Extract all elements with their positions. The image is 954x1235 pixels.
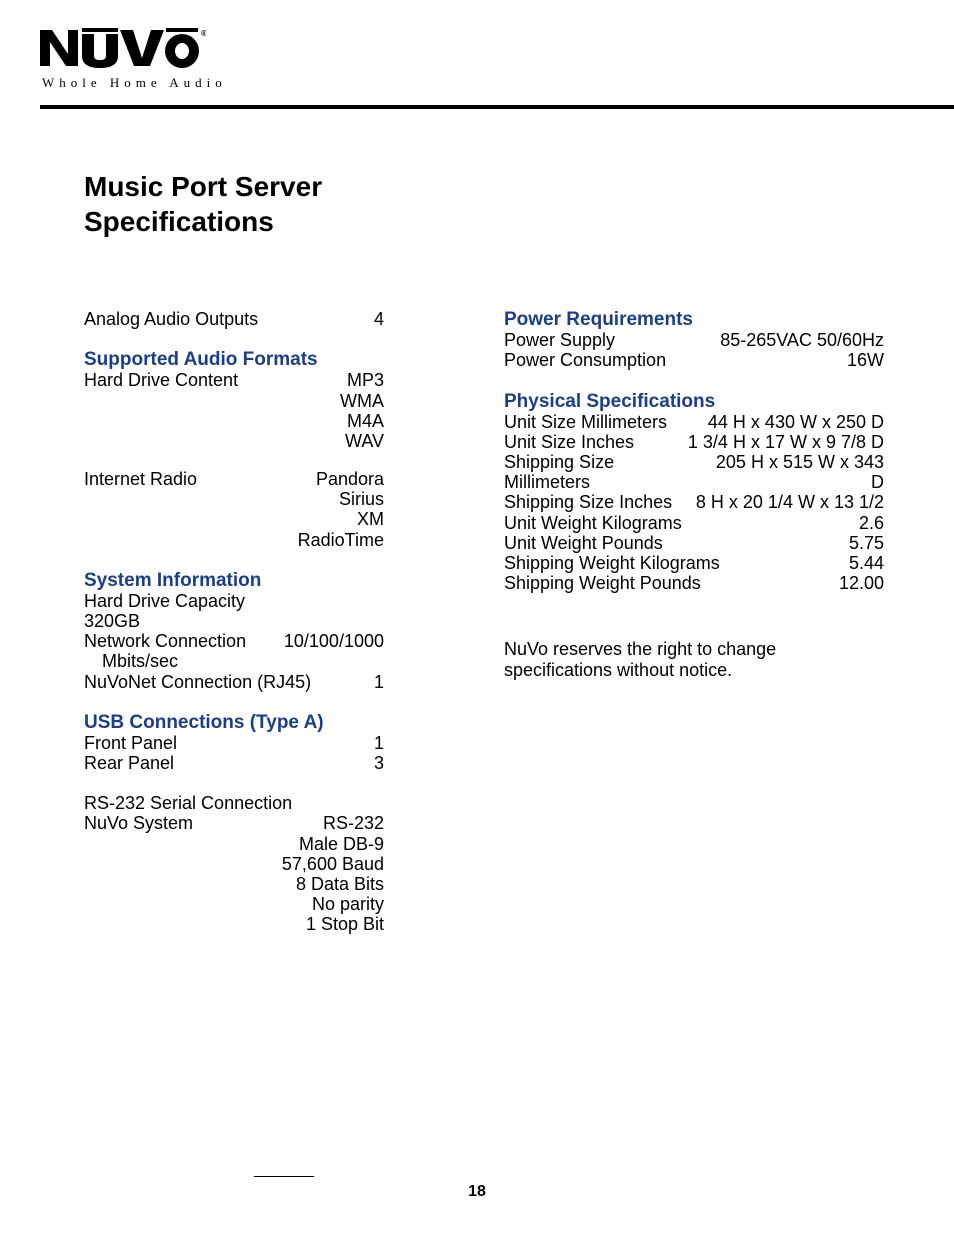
header-divider [40, 105, 954, 109]
rs232-top-label: RS-232 Serial Connection [84, 793, 384, 813]
nuvonet-value: 1 [374, 672, 384, 692]
phys-1-value: 1 3/4 H x 17 W x 9 7/8 D [688, 432, 884, 452]
spec-analog: Analog Audio Outputs 4 [84, 309, 384, 329]
hd-cap-label: Hard Drive Capacity [84, 591, 384, 611]
spec-rs232: RS-232 Serial Connection NuVo System RS-… [84, 793, 384, 934]
hdc-val-3: WAV [84, 431, 384, 451]
page-title: Music Port Server Specifications [84, 169, 954, 239]
power-cons-label: Power Consumption [504, 350, 666, 370]
analog-value: 4 [374, 309, 384, 329]
phys-4-value: 2.6 [859, 513, 884, 533]
rs232-val-2: 57,600 Baud [84, 854, 384, 874]
ir-label: Internet Radio [84, 469, 197, 489]
phys-0-value: 44 H x 430 W x 250 D [708, 412, 884, 432]
footer-rule [254, 1176, 314, 1177]
power-cons-value: 16W [847, 350, 884, 370]
phys-3-value: 8 H x 20 1/4 W x 13 1/2 [696, 492, 884, 512]
power-supply-label: Power Supply [504, 330, 615, 350]
hdc-label: Hard Drive Content [84, 370, 238, 390]
physical-heading: Physical Specifications [504, 391, 884, 412]
hdc-val-2: M4A [84, 411, 384, 431]
rs232-val-4: No parity [84, 894, 384, 914]
phys-2-label: Shipping Size Millimeters [504, 452, 701, 492]
hdc-val-0: MP3 [347, 370, 384, 390]
power-supply-value: 85-265VAC 50/60Hz [720, 330, 884, 350]
brand-tagline: Whole Home Audio [42, 75, 954, 91]
ir-val-2: XM [84, 509, 384, 529]
net-sublabel: Mbits/sec [84, 651, 384, 671]
usb-rear-value: 3 [374, 753, 384, 773]
spec-formats: Supported Audio Formats Hard Drive Conte… [84, 349, 384, 550]
phys-4-label: Unit Weight Kilograms [504, 513, 682, 533]
usb-heading: USB Connections (Type A) [84, 712, 384, 733]
page-header: ® Whole Home Audio [0, 0, 954, 109]
hdc-val-1: WMA [84, 391, 384, 411]
phys-7-label: Shipping Weight Pounds [504, 573, 701, 593]
title-line-2: Specifications [84, 206, 274, 237]
net-label: Network Connection [84, 631, 246, 651]
phys-7-value: 12.00 [839, 573, 884, 593]
spec-power: Power Requirements Power Supply 85-265VA… [504, 309, 884, 371]
usb-front-label: Front Panel [84, 733, 177, 753]
system-heading: System Information [84, 570, 384, 591]
spec-system: System Information Hard Drive Capacity 3… [84, 570, 384, 692]
phys-5-value: 5.75 [849, 533, 884, 553]
phys-6-value: 5.44 [849, 553, 884, 573]
phys-6-label: Shipping Weight Kilograms [504, 553, 720, 573]
net-value: 10/100/1000 [284, 631, 384, 651]
rs232-val-1: Male DB-9 [84, 834, 384, 854]
formats-heading: Supported Audio Formats [84, 349, 384, 370]
page-footer: 18 [0, 1176, 954, 1201]
nuvonet-label: NuVoNet Connection (RJ45) [84, 672, 311, 692]
spec-usb: USB Connections (Type A) Front Panel 1 R… [84, 712, 384, 774]
brand-logo: ® [40, 28, 206, 68]
phys-3-label: Shipping Size Inches [504, 492, 672, 512]
usb-rear-label: Rear Panel [84, 753, 174, 773]
title-line-1: Music Port Server [84, 171, 322, 202]
ir-val-1: Sirius [84, 489, 384, 509]
spec-note: NuVo reserves the right to change specif… [504, 639, 884, 680]
spec-physical: Physical Specifications Unit Size Millim… [504, 391, 884, 594]
phys-1-label: Unit Size Inches [504, 432, 634, 452]
usb-front-value: 1 [374, 733, 384, 753]
spec-columns: Analog Audio Outputs 4 Supported Audio F… [0, 309, 954, 954]
phys-2-value: 205 H x 515 W x 343 D [701, 452, 884, 492]
left-column: Analog Audio Outputs 4 Supported Audio F… [84, 309, 384, 954]
right-column: Power Requirements Power Supply 85-265VA… [504, 309, 884, 954]
phys-5-label: Unit Weight Pounds [504, 533, 663, 553]
page-number: 18 [0, 1183, 954, 1201]
ir-val-0: Pandora [316, 469, 384, 489]
svg-text:®: ® [201, 29, 206, 38]
power-heading: Power Requirements [504, 309, 884, 330]
rs232-val-3: 8 Data Bits [84, 874, 384, 894]
rs232-system-label: NuVo System [84, 813, 193, 833]
hd-cap-value: 320GB [84, 611, 384, 631]
ir-val-3: RadioTime [84, 530, 384, 550]
phys-0-label: Unit Size Millimeters [504, 412, 667, 432]
analog-label: Analog Audio Outputs [84, 309, 258, 329]
rs232-val-5: 1 Stop Bit [84, 914, 384, 934]
rs232-val-0: RS-232 [323, 813, 384, 833]
